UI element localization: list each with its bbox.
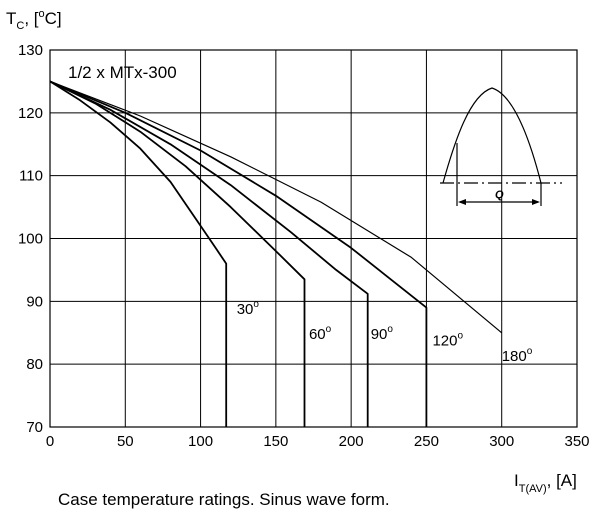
y-tick-label: 100 xyxy=(18,231,43,248)
series-labels: 30o 60o 90o 120o 180o xyxy=(237,299,533,365)
y-tick-label: 90 xyxy=(26,293,43,310)
series-line-90 xyxy=(49,80,369,427)
series-line-30 xyxy=(49,80,228,427)
x-tick-label: 50 xyxy=(117,433,134,450)
series-label-30: 30o xyxy=(237,299,260,318)
inset-angle-label: Q xyxy=(495,189,504,201)
series-label-120: 120o xyxy=(432,330,463,349)
inset-arrowhead-right xyxy=(532,199,540,205)
x-axis-label-main: I xyxy=(514,471,519,490)
chart-caption: Case temperature ratings. Sinus wave for… xyxy=(58,490,390,509)
series-label-90: 90o xyxy=(371,324,394,343)
grid xyxy=(50,50,577,427)
x-tick-label: 200 xyxy=(339,433,364,450)
x-tick-label: 350 xyxy=(564,433,589,450)
x-axis-label: IT(AV), [A] xyxy=(514,471,577,495)
x-axis-label-sub: T(AV) xyxy=(519,483,547,495)
x-axis-label-rest: , [A] xyxy=(547,471,577,490)
x-tick-label: 100 xyxy=(188,433,213,450)
chart-title: 1/2 x MTx-300 xyxy=(68,63,177,82)
y-tick-label: 110 xyxy=(19,168,43,185)
x-tick-label: 250 xyxy=(414,433,439,450)
y-axis-label-sup: o xyxy=(39,8,45,20)
x-tick-label: 300 xyxy=(489,433,514,450)
y-axis-label-end: C] xyxy=(45,9,62,28)
y-axis-label-rest: , [ xyxy=(24,9,38,28)
y-axis-label: TC, [oC] xyxy=(6,8,62,32)
series-group xyxy=(49,80,503,427)
conduction-angle-inset: Q xyxy=(440,87,562,206)
y-tick-labels: 70 80 90 100 110 120 130 xyxy=(18,42,43,436)
y-axis-label-sub: C xyxy=(16,20,24,32)
y-axis-label-main: T xyxy=(6,9,16,28)
x-tick-label: 0 xyxy=(46,433,54,450)
series-line-180 xyxy=(49,80,503,334)
series-label-180: 180o xyxy=(502,346,533,365)
y-tick-label: 70 xyxy=(26,419,43,436)
plot-frame xyxy=(49,49,578,428)
y-tick-label: 130 xyxy=(18,42,43,59)
x-tick-labels: 0 50 100 150 200 250 300 350 xyxy=(46,433,590,450)
y-tick-label: 120 xyxy=(18,105,43,122)
series-line-120 xyxy=(49,80,428,427)
inset-arrowhead-left xyxy=(458,199,466,205)
inset-sine-wave xyxy=(442,87,542,184)
series-label-60: 60o xyxy=(309,324,332,343)
x-tick-label: 150 xyxy=(263,433,288,450)
y-tick-label: 80 xyxy=(26,356,43,373)
series-line-60 xyxy=(49,80,306,427)
